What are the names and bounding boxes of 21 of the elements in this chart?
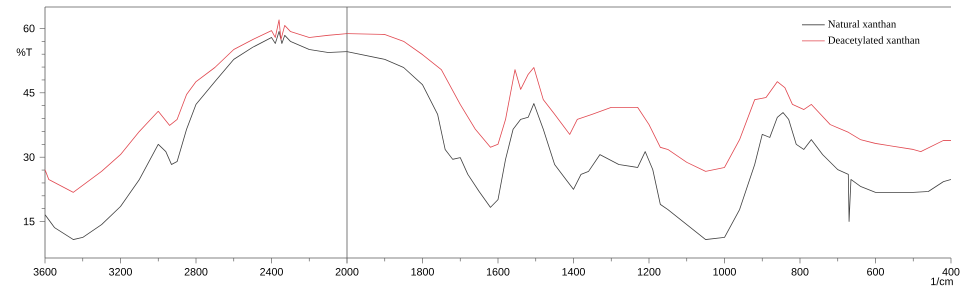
y-axis-title: %T (16, 48, 32, 56)
x-tick-label: 1600 (486, 268, 510, 276)
x-tick-label: 800 (792, 268, 808, 276)
x-tick-label: 3600 (34, 268, 56, 276)
y-tick-label: 30 (23, 153, 35, 161)
y-tick-label: 60 (24, 24, 35, 32)
x-tick-label: 3200 (109, 268, 132, 276)
x-tick-label: 1000 (713, 268, 736, 276)
x-tick-label: 2400 (260, 268, 283, 276)
x-tick-label: 1800 (411, 268, 434, 276)
x-tick-label: 1400 (562, 268, 585, 276)
y-tick-label: 15 (24, 218, 35, 226)
x-tick-label: 600 (867, 268, 884, 276)
legend-label: Deacetylated xanthan (828, 36, 920, 46)
x-axis-title: 1/cm (931, 277, 953, 286)
y-tick-label: 45 (23, 89, 35, 97)
x-tick-label: 1200 (638, 268, 660, 276)
x-tick-label: 400 (942, 268, 960, 276)
legend-label: Natural xanthan (828, 20, 896, 28)
x-tick-label: 2800 (184, 268, 208, 276)
x-tick-label: 2000 (336, 268, 358, 276)
